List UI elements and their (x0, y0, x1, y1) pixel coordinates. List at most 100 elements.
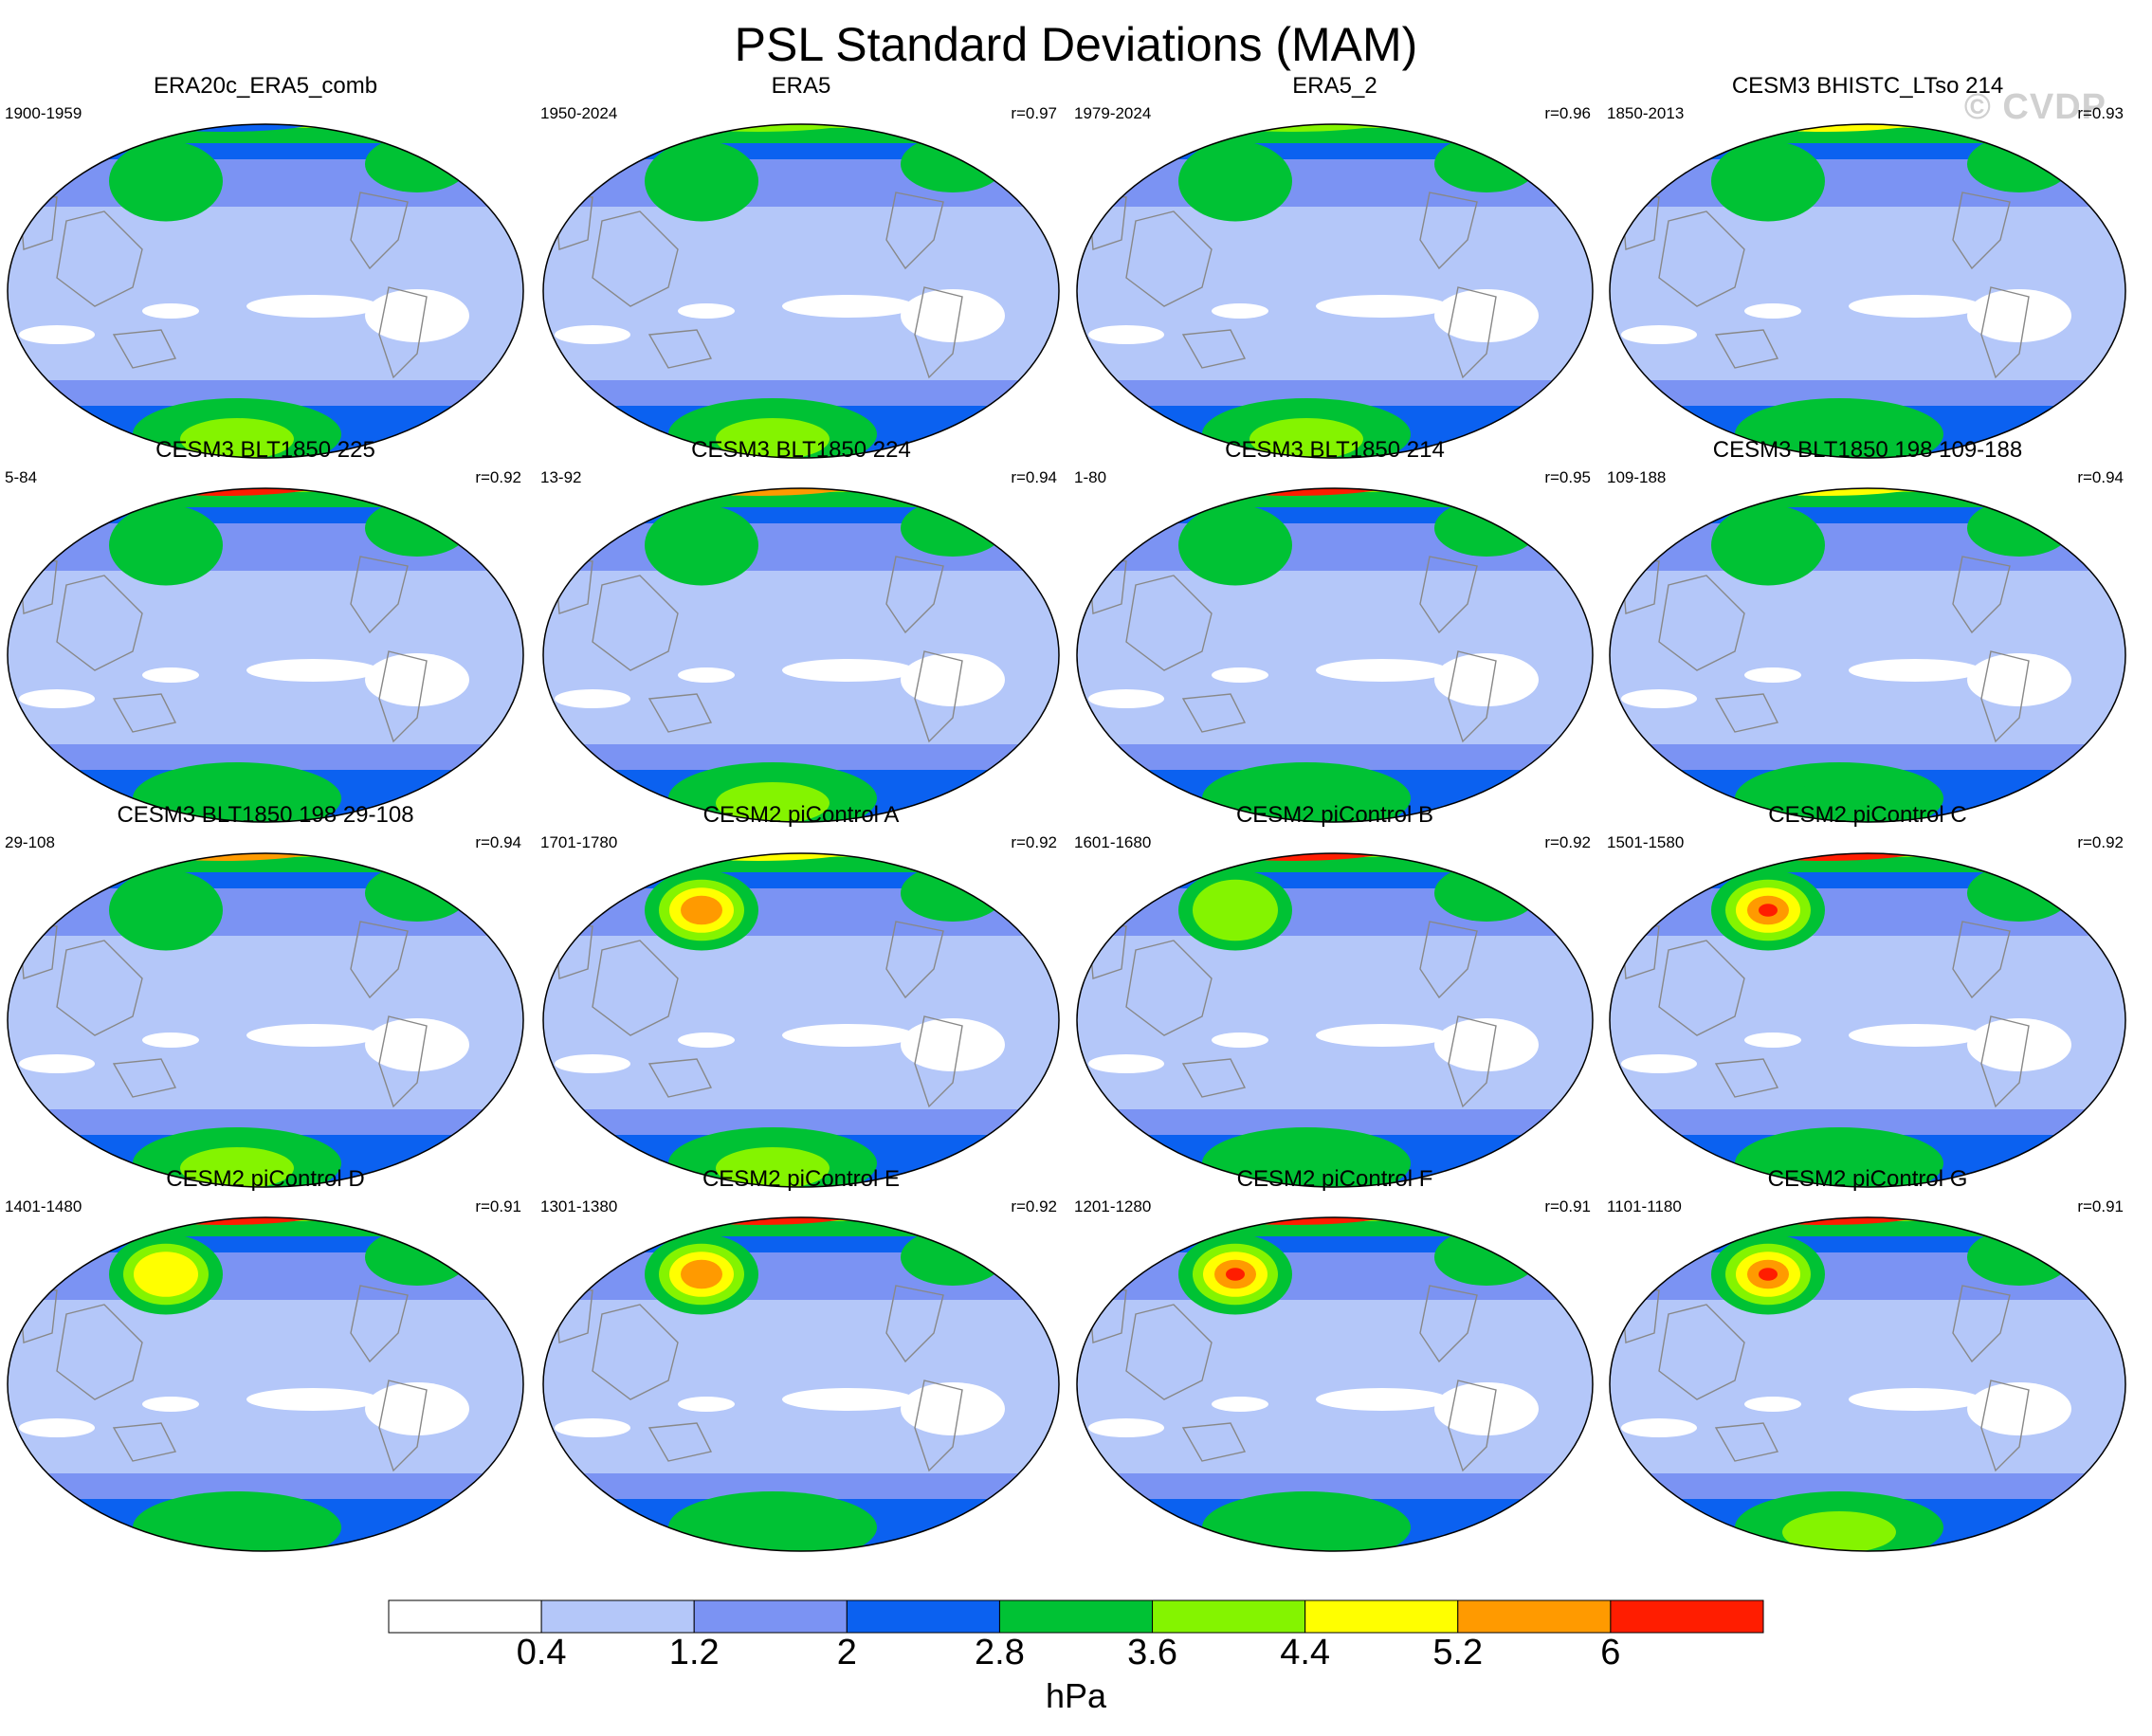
low-variability-patch (1621, 1054, 1697, 1073)
low-variability-patch (1849, 1388, 1981, 1411)
colorbar-swatch (693, 1599, 848, 1634)
map-panel: CESM3 BHISTC_LTso 214 1850-2013 r=0.93 (1602, 73, 2133, 459)
colorbar-swatch (1152, 1599, 1306, 1634)
colorbar-tick-label: 5.2 (1432, 1633, 1484, 1672)
low-variability-patch (365, 1382, 469, 1435)
globe-outline (1076, 852, 1594, 1188)
coastline (1714, 1058, 1779, 1098)
coastline (1448, 650, 1497, 743)
coastline (647, 693, 713, 733)
panel-title: CESM3 BLT1850 224 (691, 437, 911, 463)
coastline (914, 286, 963, 379)
globe-outline (1609, 123, 2126, 459)
aleutian-low-contour (109, 504, 223, 586)
low-variability-patch (1967, 1018, 2071, 1071)
panel-correlation: r=0.91 (475, 1197, 521, 1215)
coastline (112, 1422, 177, 1462)
colorbar-swatch (998, 1599, 1154, 1634)
coastline (350, 1285, 409, 1363)
panel-years: 1401-1480 (5, 1197, 82, 1215)
map-globe (7, 123, 524, 459)
globe-outline (7, 487, 524, 823)
coastline (1714, 329, 1779, 369)
colorbar-tick-label: 1.2 (668, 1633, 720, 1672)
globe-outline (542, 123, 1060, 459)
coastline (592, 940, 679, 1036)
low-variability-patch (142, 667, 199, 683)
watermark: © CVDP (1963, 87, 2106, 127)
aleutian-low-contour (134, 1252, 198, 1297)
low-variability-patch (1212, 1032, 1268, 1048)
coastline (1181, 693, 1247, 733)
map-globe (1609, 1216, 2126, 1552)
map-globe (7, 1216, 524, 1552)
map-panel: CESM2 piControl G 1101-1180 r=0.91 (1602, 1166, 2133, 1552)
coastline (1980, 1380, 2030, 1472)
panel-title: CESM3 BLT1850 214 (1225, 437, 1445, 463)
coastline (378, 1015, 428, 1108)
colorbar-swatch (1304, 1599, 1459, 1634)
southern-ocean-core (716, 418, 830, 458)
coastline (1980, 1015, 2030, 1108)
coastline (350, 556, 409, 634)
map-globe (1076, 123, 1594, 459)
panel-correlation: r=0.91 (2077, 1197, 2124, 1215)
map-panel: CESM3 BLT1850 214 1-80 r=0.95 (1069, 437, 1600, 823)
coastline (592, 575, 679, 671)
aleutian-low-contour (1759, 1268, 1778, 1281)
coastline (1658, 940, 1745, 1036)
globe-outline (1609, 852, 2126, 1188)
coastline (350, 921, 409, 999)
coastline (1980, 650, 2030, 743)
coastline (1125, 940, 1213, 1036)
low-variability-patch (1434, 1018, 1539, 1071)
map-globe (7, 487, 524, 823)
colorbar-tick-label: 3.6 (1127, 1633, 1177, 1672)
low-variability-patch (1212, 303, 1268, 319)
coastline (885, 921, 944, 999)
low-variability-patch (782, 295, 915, 318)
low-variability-patch (1621, 1418, 1697, 1437)
colorbar-swatch (388, 1599, 542, 1634)
low-variability-patch (1621, 689, 1697, 708)
low-variability-patch (142, 1032, 199, 1048)
low-variability-patch (901, 1018, 1005, 1071)
globe-outline (542, 852, 1060, 1188)
aleutian-low-contour (1711, 140, 1825, 222)
low-variability-patch (142, 303, 199, 319)
panel-years: 1701-1780 (540, 833, 618, 851)
map-globe (1076, 1216, 1594, 1552)
panel-correlation: r=0.94 (475, 833, 521, 851)
map-globe (542, 1216, 1060, 1552)
map-panel: CESM2 piControl D 1401-1480 r=0.91 (0, 1166, 531, 1552)
map-globe (1609, 852, 2126, 1188)
southern-ocean-core (1782, 1147, 1896, 1187)
panel-correlation: r=0.94 (1011, 468, 1057, 486)
map-panel: CESM3 BLT1850 198 29-108 29-108 r=0.94 (0, 802, 531, 1188)
panel-title: ERA5 (771, 73, 831, 99)
low-variability-patch (555, 325, 630, 344)
panel-correlation: r=0.92 (475, 468, 521, 486)
low-variability-patch (1212, 1397, 1268, 1412)
southern-ocean-core (1782, 418, 1896, 458)
southern-ocean-core (180, 1511, 294, 1551)
globe-outline (7, 1216, 524, 1552)
panel-correlation: r=0.92 (2077, 833, 2124, 851)
page-title: PSL Standard Deviations (MAM) (734, 18, 1418, 71)
low-variability-patch (1434, 289, 1539, 342)
panel-title: ERA20c_ERA5_comb (153, 73, 378, 99)
globe-outline (542, 487, 1060, 823)
coastline (112, 329, 177, 369)
low-variability-patch (1434, 1382, 1539, 1435)
map-globe (1076, 487, 1594, 823)
colorbar-units: hPa (1045, 1676, 1107, 1715)
panel-title: CESM3 BLT1850 225 (155, 437, 375, 463)
aleutian-low-contour (109, 140, 223, 222)
colorbar-tick-label: 2 (836, 1633, 857, 1672)
southern-ocean-core (716, 782, 830, 822)
low-variability-patch (782, 1388, 915, 1411)
coastline (56, 575, 143, 671)
panel-correlation: r=0.91 (1544, 1197, 1591, 1215)
coastline (914, 1015, 963, 1108)
